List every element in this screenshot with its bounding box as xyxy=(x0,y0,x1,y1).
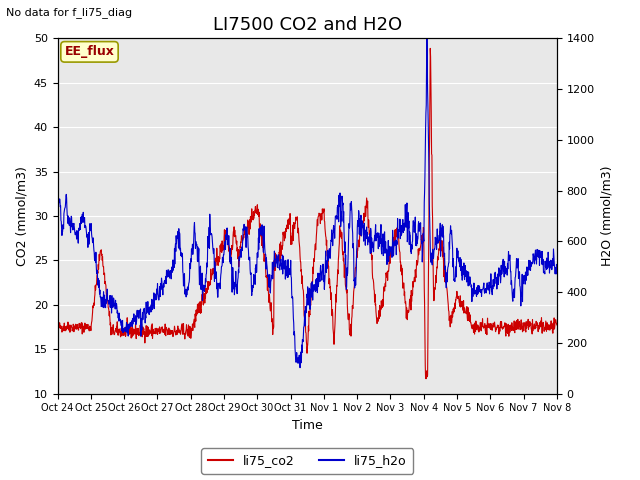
X-axis label: Time: Time xyxy=(292,419,323,432)
Title: LI7500 CO2 and H2O: LI7500 CO2 and H2O xyxy=(212,16,402,34)
Y-axis label: H2O (mmol/m3): H2O (mmol/m3) xyxy=(600,166,613,266)
Text: EE_flux: EE_flux xyxy=(65,45,115,59)
Legend: li75_co2, li75_h2o: li75_co2, li75_h2o xyxy=(201,448,413,474)
Text: No data for f_li75_diag: No data for f_li75_diag xyxy=(6,7,132,18)
Y-axis label: CO2 (mmol/m3): CO2 (mmol/m3) xyxy=(15,166,28,266)
